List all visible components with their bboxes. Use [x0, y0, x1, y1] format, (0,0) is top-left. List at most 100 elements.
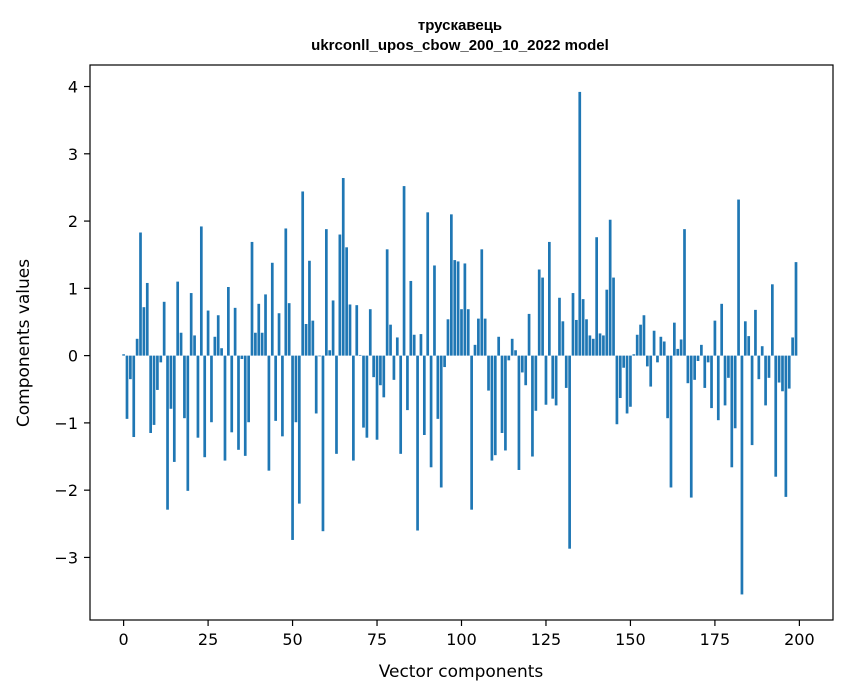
- bar-168: [689, 355, 693, 498]
- bar-141: [598, 333, 602, 356]
- x-tick-label-100: 100: [446, 630, 477, 649]
- x-tick-label-25: 25: [198, 630, 218, 649]
- bar-57: [314, 355, 318, 414]
- bar-170: [696, 355, 700, 361]
- bar-101: [463, 263, 467, 356]
- bar-96: [446, 319, 450, 356]
- bar-18: [183, 355, 186, 419]
- bar-92: [433, 265, 436, 356]
- bar-174: [710, 355, 713, 409]
- bar-60: [325, 229, 328, 356]
- bar-157: [652, 330, 656, 356]
- bar-84: [406, 355, 409, 411]
- plot-area-frame: [89, 64, 834, 621]
- bar-27: [213, 336, 217, 356]
- bar-98: [453, 260, 457, 356]
- bar-121: [531, 355, 534, 457]
- bar-48: [284, 228, 288, 356]
- bar-103: [470, 355, 473, 510]
- bar-143: [605, 289, 609, 356]
- x-tick-label-150: 150: [615, 630, 646, 649]
- x-axis-label: Vector components: [379, 662, 544, 682]
- bar-26: [210, 355, 213, 423]
- bar-53: [301, 191, 305, 356]
- bar-159: [659, 336, 663, 356]
- bar-63: [335, 355, 338, 454]
- bar-56: [311, 320, 315, 356]
- x-tick-label-200: 200: [784, 630, 815, 649]
- bar-66: [345, 247, 348, 356]
- bar-13: [166, 355, 169, 510]
- bar-162: [669, 355, 673, 488]
- bar-52: [297, 355, 301, 504]
- bars-group: [122, 91, 798, 595]
- bar-45: [274, 355, 278, 421]
- y-tick-label--3: −3: [54, 548, 78, 567]
- bar-182: [737, 199, 740, 356]
- bar-199: [794, 262, 798, 356]
- bar-23: [199, 226, 203, 356]
- bar-156: [649, 355, 653, 387]
- y-tick-label-0: 0: [68, 347, 78, 366]
- bar-46: [277, 313, 281, 356]
- bar-134: [575, 319, 578, 356]
- x-axis-ticks: 0 25 50 75 100 125 150 175 200: [119, 620, 815, 649]
- bar-145: [612, 277, 615, 356]
- bar-99: [456, 261, 460, 356]
- bar-28: [216, 315, 220, 356]
- bar-39: [254, 332, 257, 356]
- bar-74: [372, 355, 375, 378]
- bar-186: [750, 355, 754, 446]
- bar-44: [270, 262, 274, 356]
- bar-58: [318, 355, 321, 357]
- y-tick-label-1: 1: [68, 279, 78, 298]
- bar-110: [493, 355, 497, 456]
- bar-73: [368, 309, 372, 356]
- bar-24: [203, 355, 207, 458]
- bar-144: [608, 219, 612, 356]
- bar-114: [507, 355, 511, 361]
- bar-198: [791, 337, 794, 356]
- bar-69: [355, 305, 359, 356]
- x-tick-label-175: 175: [700, 630, 731, 649]
- bar-176: [716, 355, 720, 421]
- bar-97: [450, 214, 453, 356]
- y-tick-label-3: 3: [68, 145, 78, 164]
- bar-185: [747, 336, 751, 356]
- bar-0: [122, 354, 125, 356]
- bar-169: [693, 355, 696, 380]
- bar-135: [578, 91, 582, 356]
- bar-20: [189, 293, 193, 356]
- x-tick-label-75: 75: [367, 630, 387, 649]
- bar-32: [230, 355, 234, 433]
- bar-11: [159, 355, 163, 363]
- bar-171: [700, 344, 703, 356]
- bar-107: [483, 318, 487, 356]
- bar-122: [534, 355, 538, 411]
- bar-71: [362, 355, 365, 428]
- bar-130: [561, 321, 565, 356]
- bar-140: [595, 237, 598, 356]
- bar-21: [193, 335, 196, 356]
- bar-120: [527, 313, 531, 356]
- bar-40: [257, 303, 261, 356]
- bar-8: [149, 355, 152, 433]
- bar-6: [142, 307, 146, 356]
- bar-91: [429, 355, 433, 468]
- bar-9: [152, 355, 156, 425]
- y-tick-label-4: 4: [68, 78, 78, 97]
- bar-37: [247, 355, 250, 423]
- bar-81: [395, 337, 399, 356]
- bar-173: [706, 355, 710, 363]
- bar-177: [720, 303, 724, 356]
- bar-106: [480, 249, 484, 356]
- bar-193: [774, 355, 778, 477]
- bar-14: [169, 355, 173, 409]
- y-axis-ticks: −3 −2 −1 0 1 2 3 4: [54, 78, 90, 567]
- bar-179: [727, 355, 730, 378]
- bar-105: [477, 318, 480, 356]
- bar-166: [683, 229, 686, 356]
- bar-62: [331, 300, 335, 356]
- bar-33: [233, 307, 237, 356]
